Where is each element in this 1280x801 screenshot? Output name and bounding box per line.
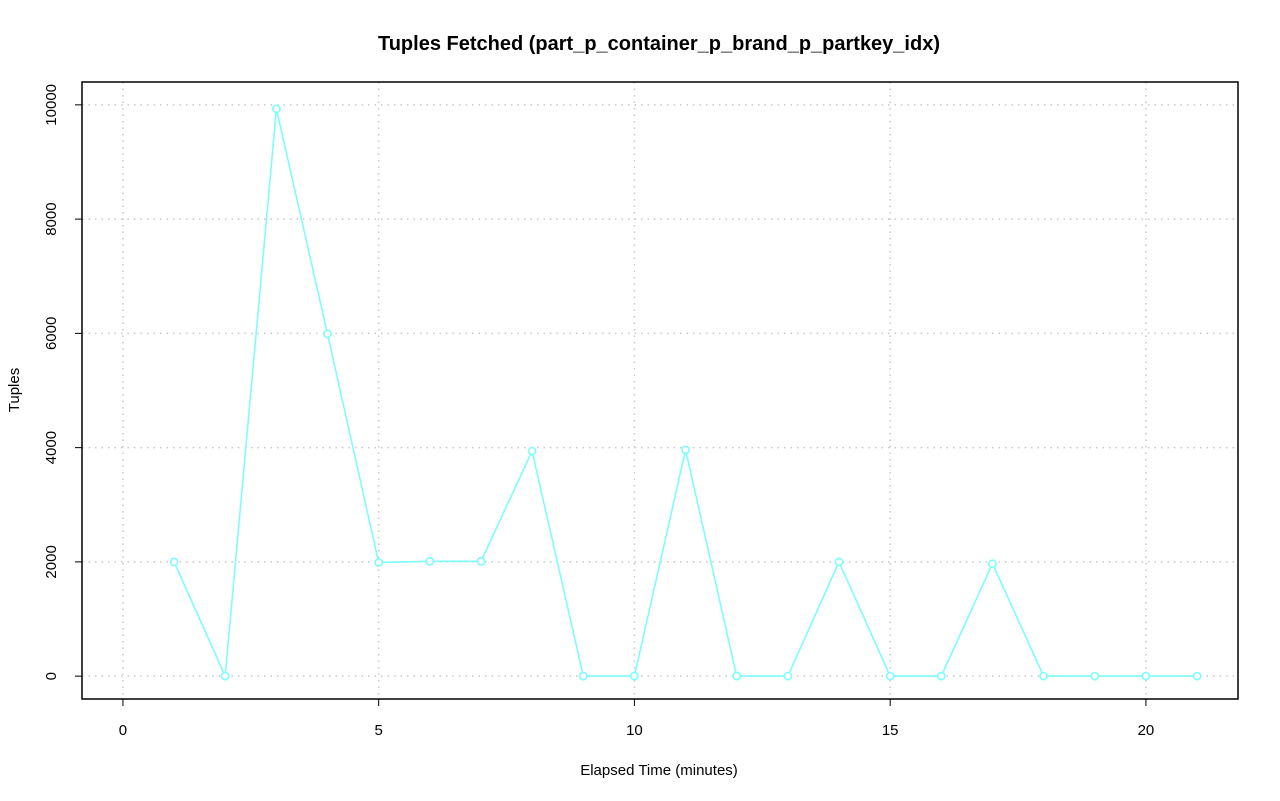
data-point [885, 671, 895, 681]
data-point [834, 557, 844, 567]
series-line [173, 108, 1198, 680]
data-point [578, 671, 588, 681]
data-point [732, 671, 742, 681]
grid [82, 82, 1238, 699]
x-tick-label: 5 [375, 722, 383, 739]
plot-frame [81, 81, 1239, 700]
y-tick-label: 10000 [43, 84, 60, 126]
x-tick-label: 0 [119, 722, 127, 739]
x-tick-label: 20 [1138, 722, 1155, 739]
data-point [425, 556, 435, 566]
y-tick-label: 2000 [43, 545, 60, 578]
data-point [1141, 671, 1151, 681]
data-point [169, 557, 179, 567]
y-tick-label: 0 [43, 672, 60, 680]
data-point [527, 446, 537, 456]
data-point [220, 671, 230, 681]
data-point [1090, 671, 1100, 681]
x-axis: 0 5 10 15 20 [119, 699, 1155, 739]
data-point [374, 558, 384, 567]
y-tick-label: 8000 [43, 202, 60, 235]
y-axis-title: Tuples [6, 368, 23, 412]
data-point [988, 559, 997, 568]
data-point [783, 671, 793, 681]
data-point [1039, 671, 1048, 681]
series [169, 104, 1202, 681]
data-point [323, 329, 332, 339]
y-tick-label: 4000 [43, 431, 60, 464]
data-point [630, 671, 639, 681]
chart-title: Tuples Fetched (part_p_container_p_brand… [378, 33, 940, 55]
y-tick-label: 6000 [43, 317, 60, 350]
y-axis: 0 2000 4000 6000 8000 10000 [43, 84, 82, 680]
x-axis-title: Elapsed Time (minutes) [580, 762, 738, 779]
x-tick-label: 10 [626, 722, 643, 739]
x-tick-label: 15 [882, 722, 899, 739]
data-point [271, 104, 281, 114]
data-point [1192, 671, 1202, 681]
data-point [936, 671, 946, 681]
data-point [681, 445, 690, 455]
data-point [476, 556, 486, 566]
